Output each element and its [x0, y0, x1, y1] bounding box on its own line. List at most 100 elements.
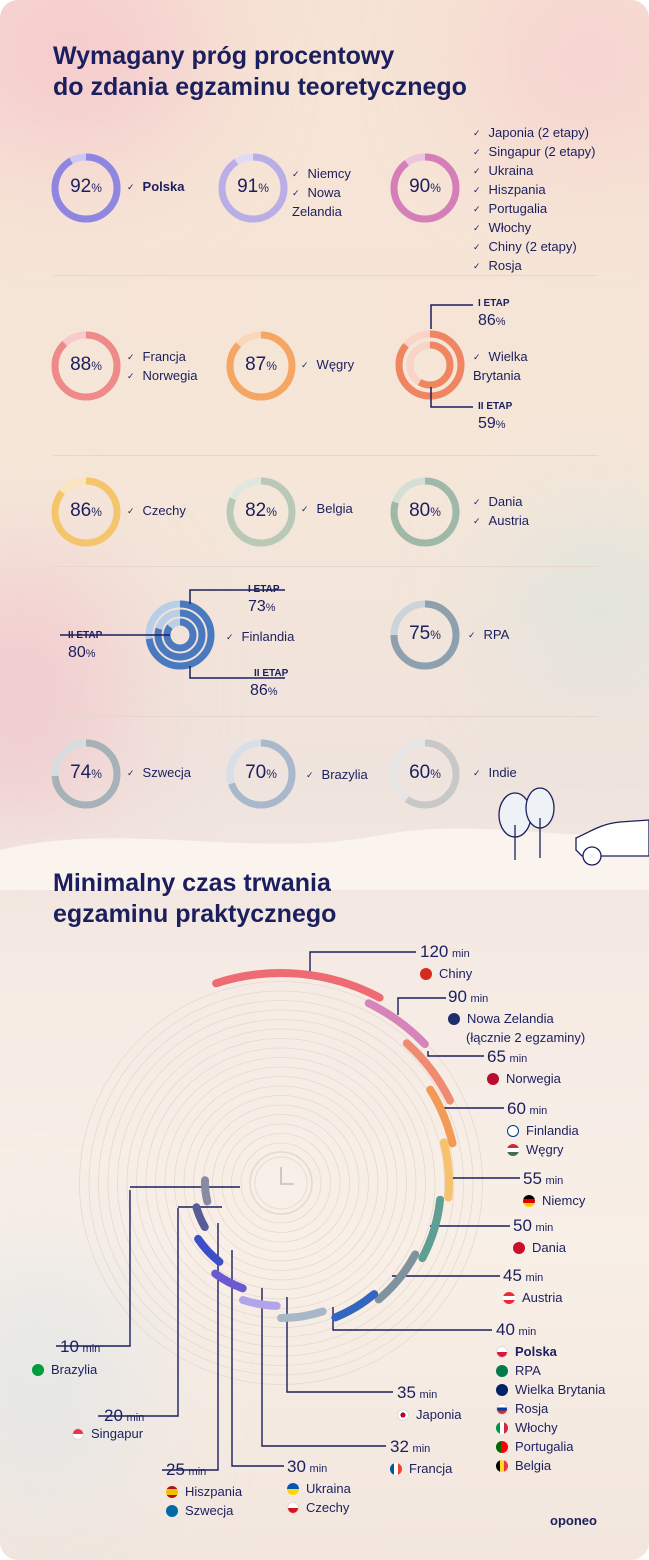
time-label-40: 40 min Polska RPA Wielka Brytania Rosja …	[496, 1320, 606, 1473]
time-arc-40	[331, 1290, 379, 1322]
flag-icon	[496, 1460, 508, 1472]
donut-triple-finland	[60, 589, 285, 679]
section1-title-line2: do zdania egzaminu teoretycznego	[53, 73, 467, 101]
grid-ring	[107, 1009, 455, 1357]
leader-line	[397, 997, 446, 1015]
flag-icon	[420, 968, 432, 980]
time-arc-35	[277, 1307, 327, 1322]
car-icon	[575, 819, 649, 866]
donut-label: 60%	[409, 762, 441, 783]
country: Hiszpania	[473, 181, 596, 200]
country-list: Indie	[473, 764, 517, 783]
donut-70	[226, 739, 296, 809]
time-label-10-country: Brazylia	[32, 1360, 97, 1379]
flag-icon	[487, 1073, 499, 1085]
country-list: Polska	[127, 178, 185, 197]
donut-87	[226, 331, 296, 401]
country: RPA	[468, 626, 510, 645]
divider	[53, 566, 598, 567]
donut-label: 80%	[409, 500, 441, 521]
ring-inner-arc	[406, 341, 454, 389]
time-label-120: 120 min Chiny	[420, 942, 473, 981]
leader-line	[261, 1288, 386, 1447]
time-arc-20	[192, 1203, 209, 1231]
country: Nowa Zelandia	[292, 184, 352, 220]
country: Indie	[473, 764, 517, 783]
donut-88	[51, 331, 121, 401]
donut-label: 82%	[245, 500, 277, 521]
grid-ring	[79, 981, 483, 1385]
clock-icon	[249, 1151, 313, 1215]
stage-value: 59%	[478, 415, 506, 432]
country-list: Niemcy Nowa Zelandia	[292, 165, 352, 220]
country-list: Brazylia	[306, 766, 368, 785]
donut-label: 92%	[70, 176, 102, 197]
country: Austria	[473, 512, 529, 531]
leader-line	[427, 1051, 484, 1057]
donut-double-uk	[395, 304, 473, 408]
time-arc-60	[426, 1085, 457, 1148]
leader-line	[309, 951, 416, 973]
donut-label: 75%	[409, 623, 441, 644]
grid-ring	[136, 1038, 426, 1328]
country-list: Wielka Brytania	[473, 348, 543, 384]
leader-line	[189, 666, 285, 679]
ring-outer-arc	[145, 600, 215, 670]
leader-lines	[56, 951, 520, 1471]
ring-value-arc	[51, 153, 121, 223]
flag-icon	[166, 1505, 178, 1517]
grid-ring	[240, 1142, 322, 1224]
donut-86	[51, 477, 121, 547]
time-label-50: 50 min Dania	[513, 1216, 566, 1255]
bg-glow	[520, 520, 649, 680]
ring-value-arc	[390, 153, 460, 223]
country: Singapur (2 etapy)	[473, 143, 596, 162]
stage-value: 73%	[248, 598, 276, 615]
time-arc-50	[418, 1195, 445, 1263]
section2-title-line1: Minimalny czas trwania	[53, 869, 331, 897]
donut-91	[218, 153, 288, 223]
time-label-90: 90 min Nowa Zelandia (łącznie 2 egzaminy…	[448, 987, 586, 1045]
grid-ring	[212, 1114, 350, 1252]
divider	[53, 455, 598, 456]
leader-line	[444, 1107, 504, 1109]
leader-line	[98, 1208, 179, 1417]
ring-value-arc	[226, 477, 296, 547]
donut-75	[390, 600, 460, 670]
flag-icon	[448, 1013, 460, 1025]
time-label-32: 32 min Francja	[390, 1437, 453, 1476]
stage-value: 80%	[68, 644, 96, 661]
country-list: RPA	[468, 626, 510, 645]
oponeo-logo: oponeo	[550, 1513, 597, 1528]
time-label-30: 30 min Ukraina Czechy	[287, 1457, 351, 1515]
ring-value-arc	[390, 477, 460, 547]
time-label-20-country: Singapur	[72, 1424, 143, 1443]
time-arc-65	[402, 1039, 454, 1105]
grid-ring	[117, 1019, 445, 1347]
country-list: Czechy	[127, 502, 186, 521]
country-list: Belgia	[301, 500, 353, 519]
donut-label: 87%	[245, 354, 277, 375]
section2-title: Minimalny czas trwania egzaminu praktycz…	[53, 868, 336, 930]
leader-line	[189, 589, 285, 604]
grid-ring	[155, 1057, 407, 1309]
donut-label: 86%	[70, 500, 102, 521]
grid-ring	[126, 1028, 436, 1338]
donut-74	[51, 739, 121, 809]
leader-line	[430, 387, 473, 408]
country: Francja	[127, 348, 197, 367]
time-label-60: 60 min Finlandia Węgry	[507, 1099, 579, 1157]
country-list: Finlandia	[226, 628, 295, 647]
grid-ring	[193, 1095, 369, 1271]
donut-60	[390, 739, 460, 809]
stage-label: II ETAP	[254, 668, 289, 679]
donut-label: 74%	[70, 762, 102, 783]
grid-ring	[231, 1133, 331, 1233]
time-arc-45	[374, 1250, 420, 1304]
flag-icon	[496, 1403, 508, 1415]
time-label-65: 65 min Norwegia	[487, 1047, 561, 1086]
flag-icon	[32, 1364, 44, 1376]
stage-label: II ETAP	[68, 630, 103, 641]
